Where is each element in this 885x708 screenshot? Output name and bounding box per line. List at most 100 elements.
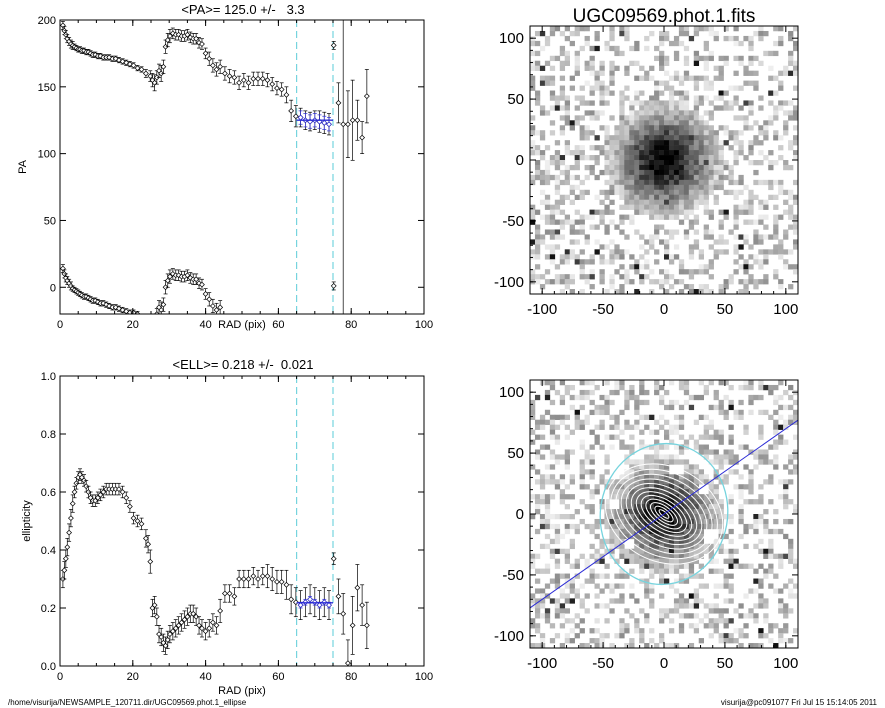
pixel xyxy=(644,264,650,270)
pixel xyxy=(738,628,744,634)
pixel xyxy=(698,135,705,141)
data-point xyxy=(175,622,182,629)
pixel xyxy=(668,499,675,505)
pixel xyxy=(703,543,709,550)
pixel xyxy=(629,558,635,564)
pixel xyxy=(678,484,685,490)
pixel xyxy=(534,95,541,101)
pixel xyxy=(783,608,789,614)
pixel xyxy=(609,484,615,490)
pixel xyxy=(654,105,660,111)
data-point xyxy=(164,37,171,43)
pixel xyxy=(569,583,575,589)
pixel xyxy=(773,50,779,57)
pixel xyxy=(559,454,566,460)
pixel xyxy=(698,573,705,579)
pixel xyxy=(778,85,784,91)
pixel xyxy=(703,204,709,210)
pixel xyxy=(668,494,675,500)
data-point xyxy=(221,70,228,77)
pixel xyxy=(589,444,595,450)
pixel xyxy=(654,174,660,181)
pixel xyxy=(758,583,764,589)
pixel xyxy=(708,184,714,191)
pixel xyxy=(693,214,700,220)
pixel xyxy=(748,40,754,47)
pixel xyxy=(634,533,640,540)
pixel xyxy=(564,174,571,181)
pixel xyxy=(654,464,660,470)
pixel xyxy=(599,479,605,485)
pixel xyxy=(718,90,724,96)
pixel xyxy=(678,90,685,96)
pixel xyxy=(589,494,595,500)
pixel xyxy=(713,394,719,401)
pixel xyxy=(773,219,779,225)
pixel xyxy=(664,514,670,520)
pixel xyxy=(544,40,551,47)
pixel xyxy=(589,274,595,280)
pixel xyxy=(564,553,571,559)
pixel xyxy=(604,633,610,639)
pixel xyxy=(659,454,665,460)
pixel xyxy=(634,424,640,430)
pixel xyxy=(534,244,541,250)
pixel xyxy=(723,380,729,386)
data-point xyxy=(340,121,347,128)
pixel xyxy=(668,489,675,495)
pixel xyxy=(743,219,749,225)
pixel xyxy=(673,40,680,47)
pixel xyxy=(664,578,670,584)
data-point xyxy=(359,602,366,608)
pixel xyxy=(693,125,700,131)
pixel xyxy=(773,249,779,255)
pixel xyxy=(718,150,724,156)
pixel xyxy=(629,523,635,530)
pixel xyxy=(723,125,729,131)
pixel xyxy=(713,194,719,201)
pixel xyxy=(758,125,764,131)
pixel xyxy=(589,389,595,396)
pixel xyxy=(718,459,724,465)
pixel xyxy=(614,249,620,255)
pixel xyxy=(629,135,635,141)
pixel xyxy=(708,169,714,176)
pixel xyxy=(668,538,675,545)
pixel xyxy=(559,85,566,91)
pixel xyxy=(758,449,764,455)
pixel xyxy=(743,380,749,386)
pixel xyxy=(609,179,615,186)
pixel xyxy=(688,528,695,535)
pixel xyxy=(604,259,610,265)
pixel xyxy=(534,623,541,629)
pixel xyxy=(534,164,541,171)
pixel xyxy=(639,459,645,465)
data-point xyxy=(209,62,216,69)
pixel xyxy=(589,90,595,96)
pixel xyxy=(609,608,615,614)
pixel xyxy=(659,279,665,285)
pixel xyxy=(604,194,610,201)
pixel xyxy=(584,414,590,421)
pixel xyxy=(604,538,610,545)
pixel xyxy=(629,60,635,67)
pixel xyxy=(534,613,541,619)
data-point xyxy=(217,63,224,70)
pixel xyxy=(753,449,759,455)
pixel xyxy=(678,169,685,176)
pixel xyxy=(539,638,546,644)
pixel xyxy=(683,474,690,480)
pixel xyxy=(599,150,605,156)
pixel xyxy=(609,155,615,161)
pixel xyxy=(579,259,585,265)
isophote xyxy=(645,498,683,530)
pixel xyxy=(708,160,714,166)
pixel xyxy=(718,179,724,186)
pixel xyxy=(688,184,695,191)
data-point xyxy=(264,77,271,84)
pixel xyxy=(703,523,709,530)
pixel xyxy=(783,110,789,116)
pixel xyxy=(668,404,675,411)
pixel xyxy=(614,514,620,520)
pixel xyxy=(604,499,610,505)
